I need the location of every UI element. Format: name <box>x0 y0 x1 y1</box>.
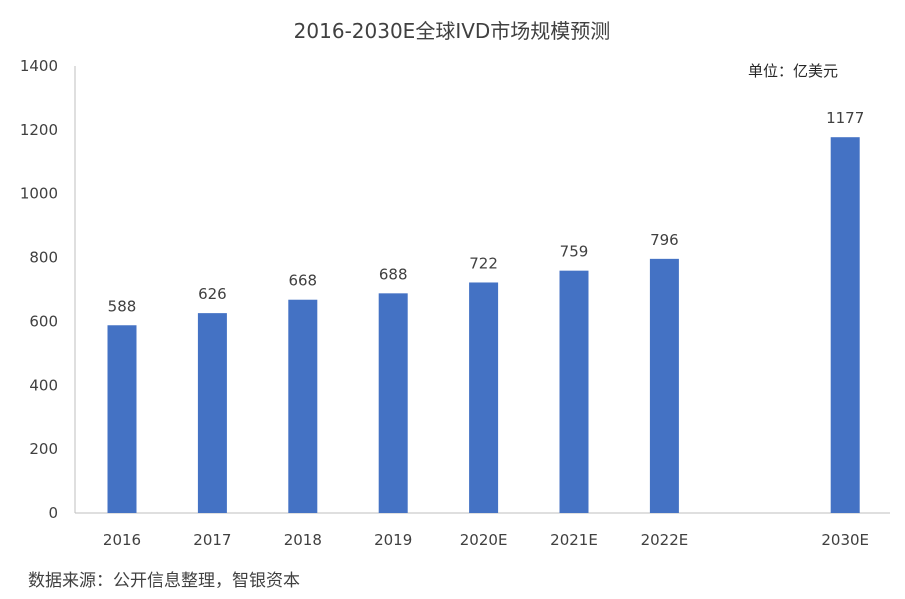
y-tick-label: 600 <box>29 312 58 330</box>
data-label: 626 <box>198 285 227 303</box>
data-label: 722 <box>469 254 498 272</box>
x-tick-label: 2021E <box>550 531 598 549</box>
y-axis-ticks: 0 200 400 600 800 1000 1200 1400 <box>20 57 58 522</box>
bar <box>559 270 589 513</box>
x-tick-label: 2019 <box>374 531 412 549</box>
y-tick-label: 800 <box>29 249 58 267</box>
data-label: 688 <box>379 265 408 283</box>
bar <box>469 282 499 513</box>
x-axis-ticks: 2016 2017 2018 2019 2020E 2021E 2022E 2030E <box>103 531 869 549</box>
data-label: 1177 <box>826 109 864 127</box>
bar <box>378 293 408 513</box>
y-tick-label: 0 <box>48 504 58 522</box>
x-tick-label: 2030E <box>821 531 869 549</box>
x-tick-label: 2016 <box>103 531 141 549</box>
data-labels: 588 626 668 688 722 759 796 1177 <box>108 109 865 315</box>
y-tick-label: 1400 <box>20 57 58 75</box>
y-tick-label: 1000 <box>20 185 58 203</box>
y-tick-label: 200 <box>29 440 58 458</box>
x-tick-label: 2022E <box>641 531 689 549</box>
bar <box>649 258 679 513</box>
bar <box>197 313 227 513</box>
chart-title: 2016-2030E全球IVD市场规模预测 <box>294 19 611 43</box>
bar <box>288 299 318 513</box>
y-tick-label: 1200 <box>20 121 58 139</box>
x-tick-label: 2017 <box>193 531 231 549</box>
data-label: 759 <box>560 243 589 261</box>
unit-label: 单位：亿美元 <box>748 62 838 80</box>
data-label: 588 <box>108 297 137 315</box>
data-label: 668 <box>288 272 317 290</box>
bar <box>107 325 137 513</box>
bars <box>107 137 860 513</box>
x-tick-label: 2020E <box>460 531 508 549</box>
source-note: 数据来源：公开信息整理，智银资本 <box>28 571 300 591</box>
data-label: 796 <box>650 231 679 249</box>
x-tick-label: 2018 <box>284 531 322 549</box>
bar <box>830 137 860 513</box>
y-tick-label: 400 <box>29 376 58 394</box>
